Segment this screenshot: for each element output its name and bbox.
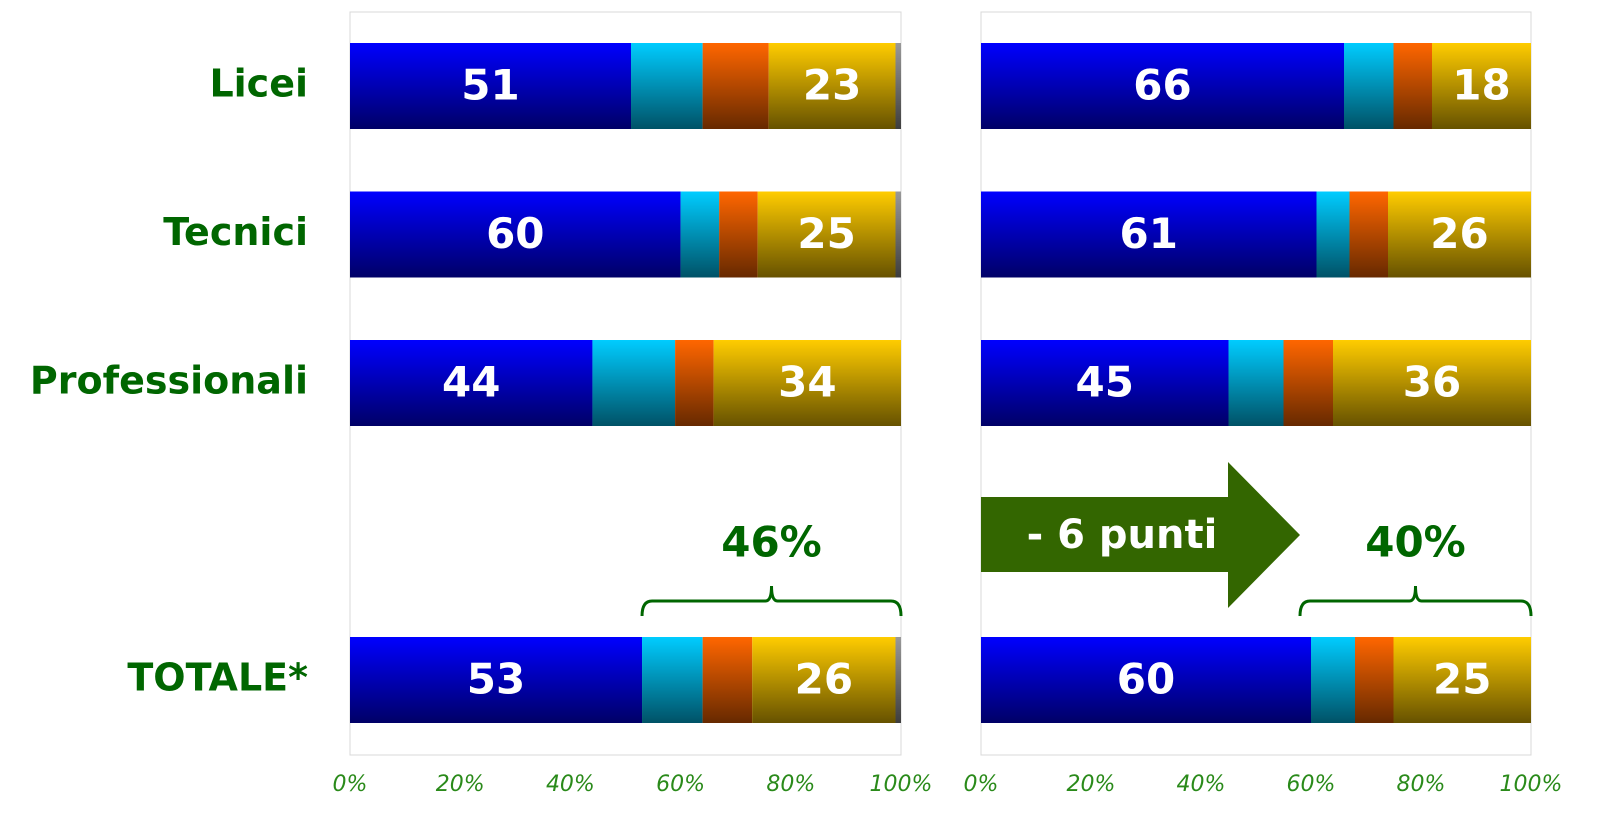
- bar-shade: [981, 340, 1229, 426]
- value-label: 60: [486, 209, 544, 258]
- bar-shade: [1344, 43, 1394, 129]
- value-label: 53: [467, 655, 525, 704]
- bar-shade: [981, 637, 1311, 723]
- bar-shade: [642, 637, 703, 723]
- bar-shade: [350, 637, 643, 723]
- bar-shade: [1432, 43, 1531, 129]
- value-label: 18: [1452, 61, 1510, 110]
- x-tick-label: 100%: [870, 772, 933, 797]
- value-label: 25: [797, 209, 855, 258]
- category-label: Professionali: [30, 359, 308, 403]
- bar-shade: [1349, 191, 1388, 278]
- bar-shade: [757, 191, 896, 278]
- bar-shade: [1311, 637, 1355, 723]
- annotation: 46%: [721, 518, 822, 567]
- bar-shade: [350, 191, 681, 278]
- bar-shade: [1316, 191, 1350, 278]
- bar-shade: [1228, 340, 1284, 426]
- bar-shade: [895, 637, 901, 723]
- bar-shade: [675, 340, 714, 426]
- category-label: Tecnici: [163, 210, 308, 254]
- x-tick-label: 20%: [436, 772, 485, 797]
- bar-shade: [752, 637, 896, 723]
- arrow: [981, 462, 1300, 608]
- annotation: 40%: [1365, 518, 1466, 567]
- category-label: TOTALE*: [127, 656, 308, 700]
- bar-shade: [702, 43, 769, 129]
- bar-shade: [1333, 340, 1531, 426]
- x-tick-label: 0%: [964, 772, 999, 797]
- value-label: 51: [461, 61, 519, 110]
- value-label: 34: [778, 358, 836, 407]
- category-label: Licei: [209, 62, 308, 106]
- bar-shade: [631, 43, 703, 129]
- value-label: 26: [1430, 209, 1488, 258]
- x-tick-label: 60%: [1287, 772, 1336, 797]
- bar-shade: [680, 191, 720, 278]
- value-label: 26: [795, 655, 853, 704]
- bar-shade: [350, 340, 593, 426]
- x-tick-label: 0%: [333, 772, 368, 797]
- bracket: [1298, 585, 1533, 617]
- x-tick-label: 100%: [1500, 772, 1563, 797]
- x-tick-label: 20%: [1067, 772, 1116, 797]
- arrow-label: - 6 punti: [1027, 512, 1218, 558]
- value-label: 45: [1076, 358, 1134, 407]
- value-label: 66: [1133, 61, 1191, 110]
- bar-shade: [981, 43, 1344, 129]
- bar-shade: [702, 637, 753, 723]
- bar-shade: [1283, 340, 1333, 426]
- bar-shade: [350, 43, 632, 129]
- x-tick-label: 60%: [656, 772, 705, 797]
- value-label: 36: [1403, 358, 1461, 407]
- bar-shade: [719, 191, 758, 278]
- bar-shade: [713, 340, 901, 426]
- bar-shade: [592, 340, 676, 426]
- x-tick-label: 40%: [546, 772, 595, 797]
- value-label: 61: [1120, 209, 1178, 258]
- x-tick-label: 80%: [766, 772, 815, 797]
- bar-shade: [1355, 637, 1394, 723]
- bar-shade: [1393, 637, 1531, 723]
- bar-shade: [981, 191, 1317, 278]
- value-label: 23: [803, 61, 861, 110]
- bar-shade: [1393, 43, 1432, 129]
- value-label: 44: [442, 358, 500, 407]
- x-tick-label: 80%: [1397, 772, 1446, 797]
- value-label: 60: [1117, 655, 1175, 704]
- bar-shade: [895, 191, 901, 278]
- bar-shade: [1388, 191, 1531, 278]
- bar-shade: [895, 43, 901, 129]
- x-tick-label: 40%: [1177, 772, 1226, 797]
- bar-shade: [768, 43, 896, 129]
- bracket: [640, 585, 903, 617]
- value-label: 25: [1433, 655, 1491, 704]
